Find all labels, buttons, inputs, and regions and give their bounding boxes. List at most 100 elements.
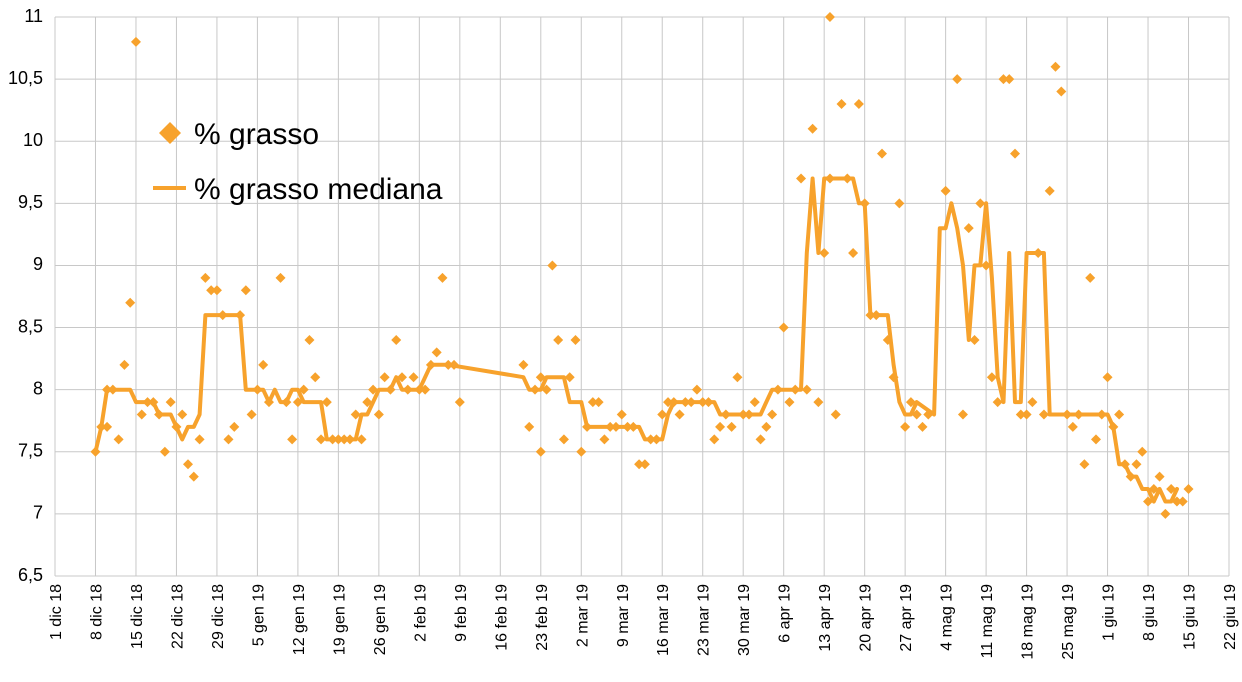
scatter-point <box>102 384 113 395</box>
scatter-point <box>240 285 251 296</box>
scatter-point <box>697 397 708 408</box>
scatter-point <box>443 359 454 370</box>
scatter-point <box>1102 372 1113 383</box>
scatter-point <box>778 322 789 333</box>
x-tick-label: 8 dic 18 <box>88 584 105 640</box>
scatter-point <box>275 272 286 283</box>
scatter-point <box>749 397 760 408</box>
scatter-point <box>963 223 974 234</box>
scatter-point <box>1079 459 1090 470</box>
scatter-point <box>292 397 303 408</box>
scatter-point <box>1015 409 1026 420</box>
scatter-point <box>634 459 645 470</box>
scatter-point <box>605 421 616 432</box>
scatter-point <box>558 434 569 445</box>
scatter-point <box>223 434 234 445</box>
scatter-point <box>339 434 350 445</box>
x-tick-label: 25 mag 19 <box>1060 584 1077 660</box>
legend-label: % grasso <box>194 118 319 151</box>
scatter-point <box>767 409 778 420</box>
scatter-point <box>576 446 587 457</box>
scatter-point <box>755 434 766 445</box>
y-tick-label: 8 <box>33 378 43 398</box>
scatter-point <box>703 397 714 408</box>
scatter-point <box>790 384 801 395</box>
scatter-point <box>1085 272 1096 283</box>
x-tick-label: 1 giu 19 <box>1101 584 1118 641</box>
scatter-point <box>206 285 217 296</box>
scatter-point <box>1090 434 1101 445</box>
x-tick-label: 2 feb 19 <box>412 584 429 642</box>
scatter-point <box>281 397 292 408</box>
scatter-point <box>547 260 558 271</box>
scatter-point <box>1044 185 1055 196</box>
scatter-point <box>720 409 731 420</box>
scatter-point <box>622 421 633 432</box>
scatter-point <box>998 74 1009 85</box>
scatter-point <box>194 434 205 445</box>
scatter-point <box>796 173 807 184</box>
scatter-point <box>1067 421 1078 432</box>
scatter-point <box>1021 409 1032 420</box>
scatter-point <box>732 372 743 383</box>
scatter-point <box>628 421 639 432</box>
scatter-series <box>90 12 1194 519</box>
scatter-point <box>663 397 674 408</box>
scatter-point <box>1143 496 1154 507</box>
x-tick-label: 22 giu 19 <box>1222 584 1239 650</box>
scatter-point <box>657 409 668 420</box>
scatter-point <box>813 397 824 408</box>
scatter-point <box>321 397 332 408</box>
scatter-point <box>379 372 390 383</box>
scatter-point <box>686 397 697 408</box>
scatter-point <box>917 421 928 432</box>
scatter-point <box>616 409 627 420</box>
scatter-point <box>975 198 986 209</box>
scatter-point <box>940 185 951 196</box>
scatter-point <box>865 310 876 321</box>
scatter-point <box>599 434 610 445</box>
scatter-point <box>113 434 124 445</box>
scatter-point <box>304 334 315 345</box>
scatter-point <box>177 409 188 420</box>
scatter-point <box>871 310 882 321</box>
scatter-point <box>1027 397 1038 408</box>
x-tick-label: 8 giu 19 <box>1141 584 1158 641</box>
scatter-point <box>310 372 321 383</box>
grid <box>54 16 1230 577</box>
scatter-point <box>1062 409 1073 420</box>
scatter-point <box>1154 471 1165 482</box>
scatter-point <box>1050 61 1061 72</box>
scatter-point <box>761 421 772 432</box>
scatter-point <box>258 359 269 370</box>
scatter-point <box>1183 484 1194 495</box>
x-axis-ticks: 1 dic 18 8 dic 18 15 dic 18 22 dic 18 29 dic… <box>48 584 1239 660</box>
scatter-point <box>350 409 361 420</box>
x-tick-label: 13 apr 19 <box>817 584 834 652</box>
scatter-point <box>396 372 407 383</box>
scatter-point <box>246 409 257 420</box>
y-tick-label: 10,5 <box>8 68 43 88</box>
x-tick-label: 19 gen 19 <box>331 584 348 655</box>
scatter-point <box>287 434 298 445</box>
scatter-point <box>130 36 141 47</box>
scatter-point <box>981 260 992 271</box>
y-tick-label: 7,5 <box>18 441 43 461</box>
scatter-point <box>593 397 604 408</box>
scatter-point <box>900 421 911 432</box>
scatter-point <box>674 409 685 420</box>
scatter-point <box>807 123 818 134</box>
x-tick-label: 1 dic 18 <box>48 584 65 640</box>
scatter-point <box>362 397 373 408</box>
scatter-point <box>217 310 228 321</box>
x-tick-label: 15 giu 19 <box>1182 584 1199 650</box>
scatter-point <box>859 198 870 209</box>
scatter-point <box>373 409 384 420</box>
scatter-point <box>535 372 546 383</box>
legend-item-line: % grasso mediana <box>153 173 443 206</box>
scatter-point <box>333 434 344 445</box>
scatter-point <box>668 397 679 408</box>
scatter-point <box>159 446 170 457</box>
scatter-point <box>1073 409 1084 420</box>
scatter-point <box>229 421 240 432</box>
